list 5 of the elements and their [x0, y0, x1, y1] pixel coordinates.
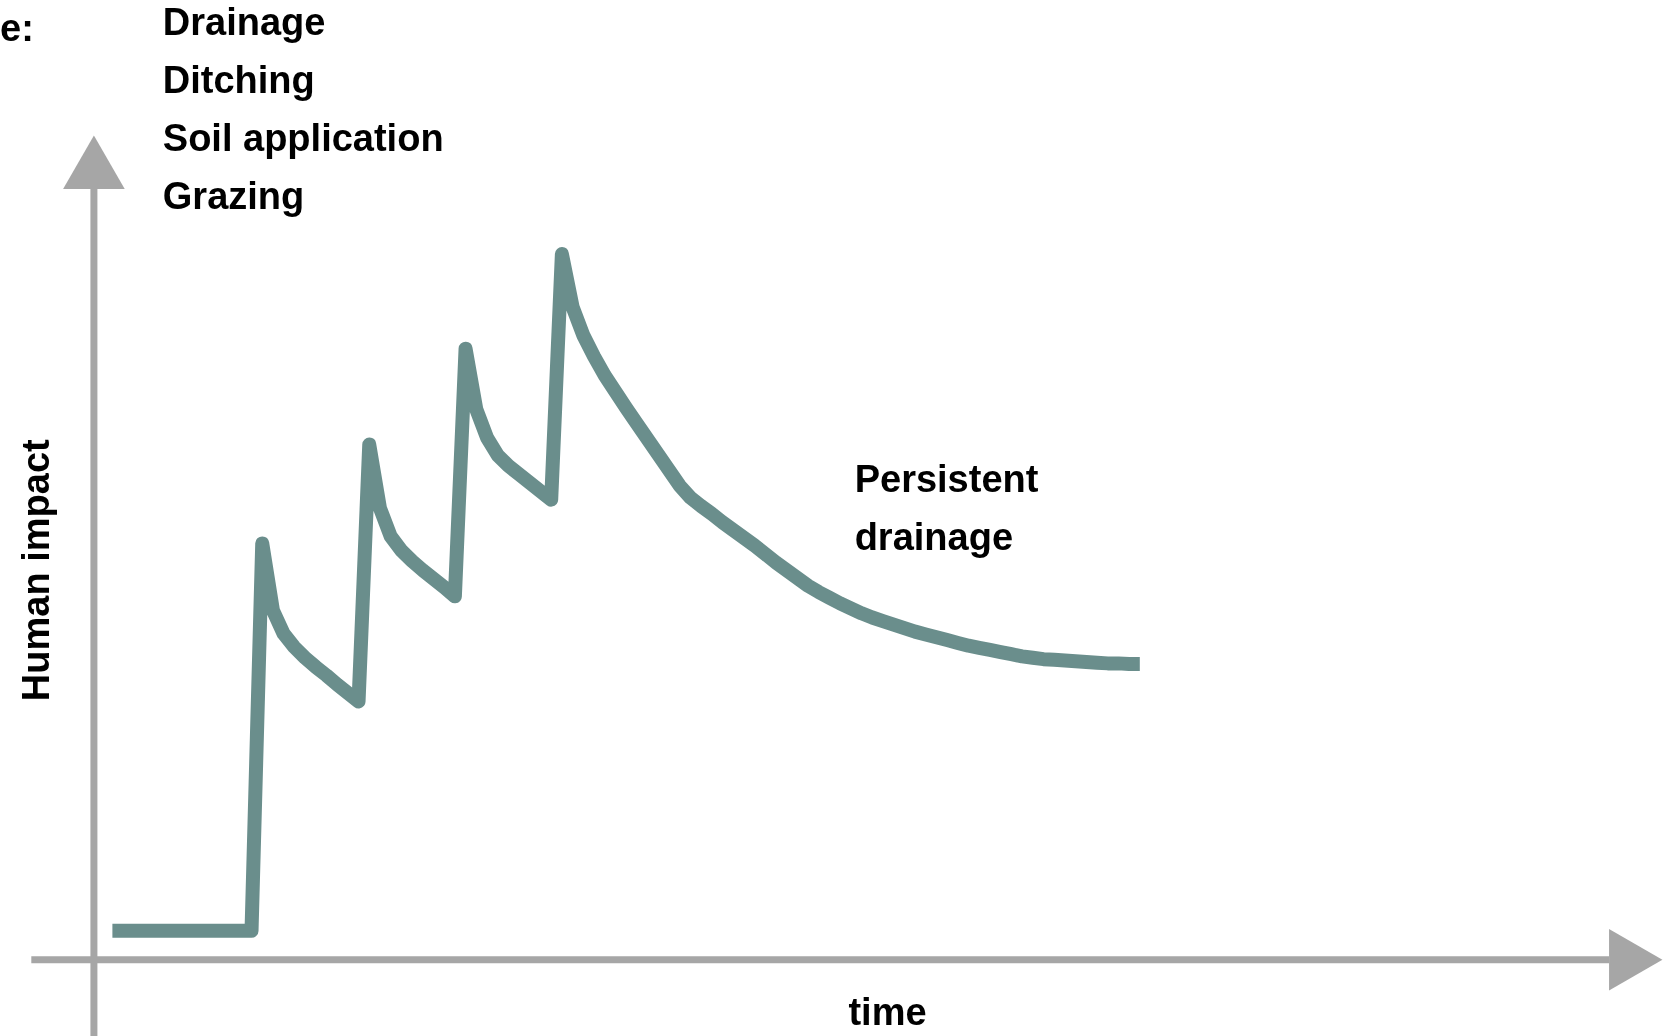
annotation: Persistent drainage [854, 458, 1039, 559]
x-axis-title: time [848, 991, 927, 1034]
text: e: [0, 6, 34, 49]
text: Drainage Ditching Soil application Grazing [162, 0, 444, 217]
y-axis-title: Human impact [14, 438, 57, 702]
